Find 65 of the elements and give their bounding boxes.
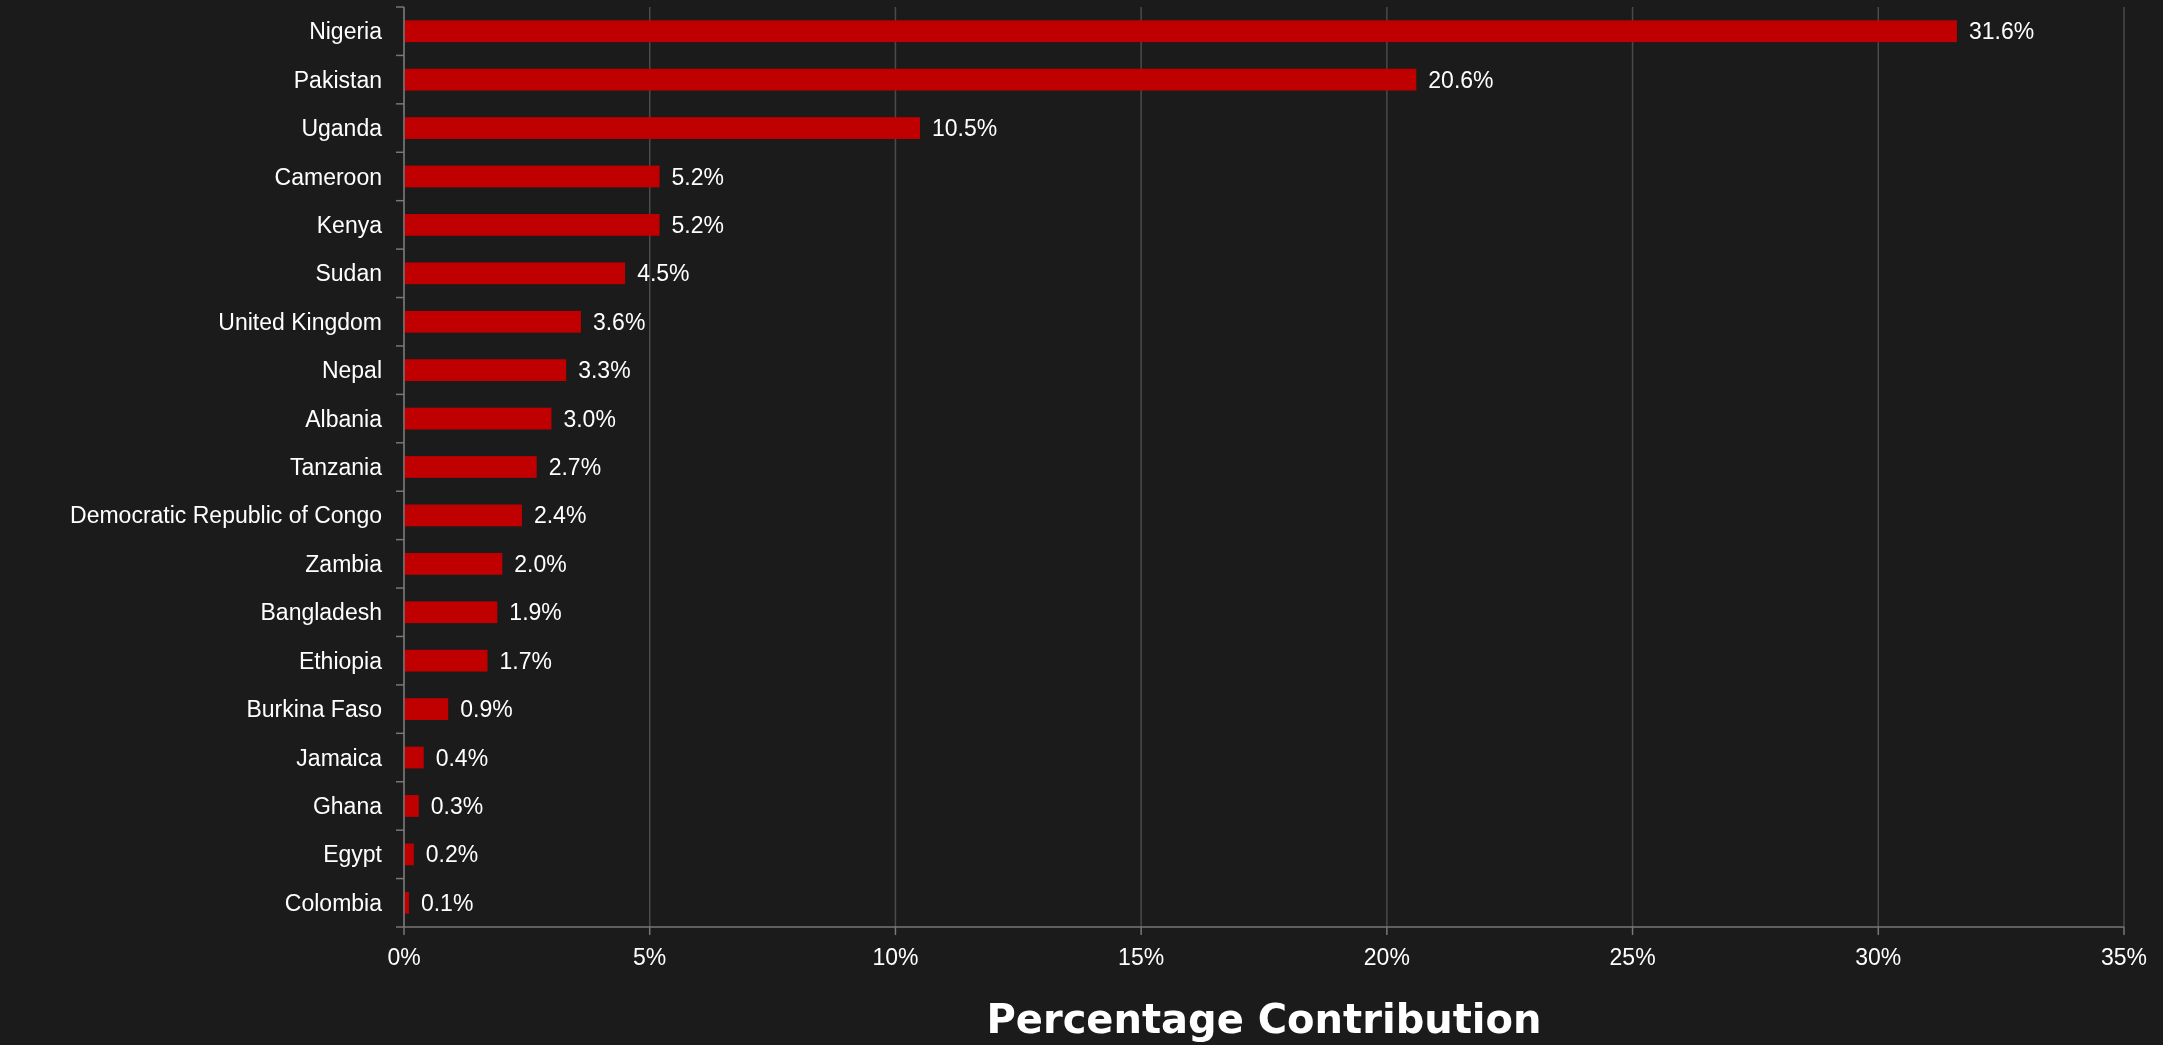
bar: [404, 698, 449, 720]
bar: [404, 843, 414, 866]
y-tick-label: Colombia: [284, 889, 383, 916]
data-label: 31.6%: [1968, 18, 2035, 45]
bar: [404, 407, 552, 430]
data-label: 2.7%: [548, 454, 602, 481]
y-tick-label: Jamaica: [296, 744, 383, 771]
data-label: 0.1%: [420, 889, 474, 916]
bar: [404, 262, 626, 285]
bar: [404, 214, 660, 236]
x-tick-label: 0%: [387, 944, 421, 970]
data-label: 0.9%: [460, 696, 513, 723]
data-label: 0.2%: [425, 841, 479, 868]
y-tick-label: Egypt: [323, 841, 383, 868]
x-axis-title: Percentage Contribution: [986, 996, 1542, 1042]
bar: [404, 601, 498, 624]
data-label: 2.0%: [514, 550, 567, 577]
x-tick-label: 5%: [633, 944, 667, 970]
data-label: 0.3%: [430, 793, 484, 819]
x-tick-label: 30%: [1855, 944, 1902, 970]
y-tick-label: Ghana: [312, 793, 383, 819]
data-label: 3.0%: [563, 405, 616, 432]
data-label: 10.5%: [932, 115, 998, 142]
bar: [404, 504, 522, 527]
y-tick-label: Nepal: [321, 357, 382, 384]
x-tick-label: 35%: [2100, 944, 2148, 970]
y-tick-label: Nigeria: [309, 18, 383, 45]
data-label: 1.9%: [509, 599, 562, 626]
bar: [404, 359, 567, 382]
y-tick-label: Sudan: [315, 260, 382, 287]
x-tick-label: 15%: [1118, 944, 1165, 970]
data-label: 4.5%: [637, 260, 690, 287]
data-label: 1.7%: [499, 647, 552, 674]
x-tick-label: 10%: [872, 944, 919, 970]
data-label: 5.2%: [671, 163, 724, 190]
y-tick-label: Ethiopia: [298, 647, 383, 674]
data-label: 3.6%: [592, 308, 646, 335]
bar: [404, 20, 1957, 43]
x-tick-label: 25%: [1609, 944, 1656, 970]
bar: [404, 552, 503, 575]
data-label: 20.6%: [1428, 66, 1494, 93]
y-tick-label: Albania: [305, 405, 383, 432]
y-tick-label: Cameroon: [274, 163, 382, 190]
y-tick-label: United Kingdom: [218, 308, 382, 335]
bar: [404, 795, 419, 817]
bar: [404, 649, 488, 672]
data-label: 2.4%: [533, 502, 587, 529]
y-tick-label: Pakistan: [293, 66, 382, 93]
data-label: 5.2%: [671, 211, 724, 238]
bar: [404, 117, 920, 139]
y-tick-label: Tanzania: [289, 454, 383, 481]
bar: [404, 456, 537, 478]
x-tick-label: 20%: [1363, 944, 1410, 970]
y-tick-label: Uganda: [301, 115, 383, 142]
data-label: 3.3%: [578, 357, 631, 384]
y-tick-label: Zambia: [305, 550, 383, 577]
y-tick-label: Democratic Republic of Congo: [70, 502, 382, 529]
bar: [404, 68, 1417, 91]
data-label: 0.4%: [435, 744, 489, 771]
bar: [404, 746, 424, 769]
bar: [404, 310, 581, 333]
y-tick-label: Kenya: [316, 211, 383, 238]
y-tick-label: Bangladesh: [260, 599, 382, 626]
y-tick-label: Burkina Faso: [246, 696, 382, 723]
bar: [404, 165, 660, 188]
